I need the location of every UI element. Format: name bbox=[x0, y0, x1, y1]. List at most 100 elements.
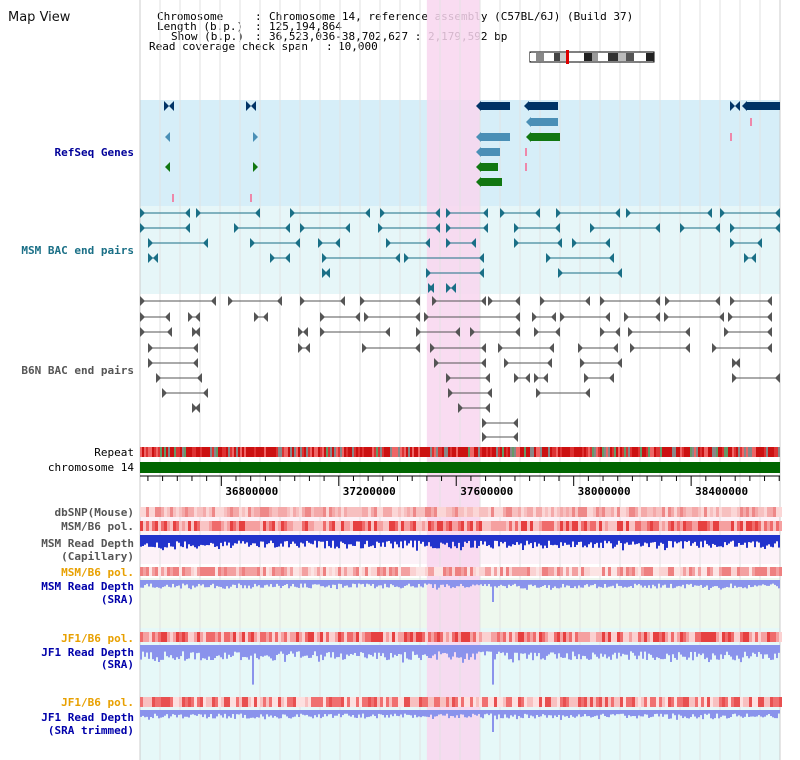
depth-bar bbox=[568, 580, 570, 586]
depth-bar bbox=[220, 580, 222, 587]
track-label-msm-depth-sra-1[interactable]: MSM Read Depth bbox=[41, 580, 134, 593]
depth-bar bbox=[148, 710, 150, 720]
track-label-dbsnp[interactable]: dbSNP(Mouse) bbox=[54, 506, 134, 519]
depth-bar bbox=[708, 580, 710, 590]
heat-cell bbox=[665, 567, 668, 576]
heat-cell bbox=[608, 567, 611, 576]
depth-bar bbox=[512, 710, 514, 717]
heat-cell bbox=[194, 697, 197, 707]
heat-cell bbox=[158, 632, 161, 642]
track-label-msm-bac[interactable]: MSM BAC end pairs bbox=[21, 244, 134, 257]
heat-cell bbox=[287, 567, 290, 576]
depth-bar bbox=[156, 580, 158, 588]
ideogram-band bbox=[584, 53, 592, 61]
track-label-jf1-pol-2[interactable]: JF1/B6 pol. bbox=[61, 696, 134, 709]
heat-cell bbox=[524, 507, 527, 517]
heat-cell bbox=[731, 697, 734, 707]
heat-cell bbox=[710, 632, 713, 642]
heat-cell bbox=[539, 567, 542, 576]
depth-bar bbox=[262, 535, 264, 542]
track-label-msm-pol-2[interactable]: MSM/B6 pol. bbox=[61, 566, 134, 579]
repeat-segment bbox=[766, 447, 768, 457]
heat-cell bbox=[752, 632, 755, 642]
track-label-refseq[interactable]: RefSeq Genes bbox=[54, 146, 134, 159]
depth-bar bbox=[562, 710, 564, 716]
track-label-b6n-bac[interactable]: B6N BAC end pairs bbox=[21, 364, 134, 377]
depth-bar bbox=[432, 710, 434, 719]
depth-bar bbox=[348, 535, 350, 545]
track-label-jf1-pol[interactable]: JF1/B6 pol. bbox=[61, 632, 134, 645]
heat-cell bbox=[473, 521, 476, 531]
depth-bar bbox=[448, 710, 450, 719]
heat-cell bbox=[266, 567, 269, 576]
depth-bar bbox=[718, 580, 720, 588]
depth-bar bbox=[496, 645, 498, 654]
repeat-segment bbox=[590, 447, 592, 457]
heat-cell bbox=[569, 632, 572, 642]
heat-cell bbox=[692, 632, 695, 642]
heat-cell bbox=[317, 632, 320, 642]
repeat-segment bbox=[710, 447, 712, 457]
heat-cell bbox=[581, 521, 584, 531]
depth-bar bbox=[452, 535, 454, 542]
heat-cell bbox=[662, 507, 665, 517]
heat-cell bbox=[476, 521, 479, 531]
heat-cell bbox=[629, 521, 632, 531]
depth-bar bbox=[590, 645, 592, 660]
depth-bar bbox=[564, 645, 566, 658]
repeat-segment bbox=[258, 447, 260, 457]
depth-bar bbox=[278, 535, 280, 547]
depth-bar bbox=[386, 535, 388, 542]
heat-cell bbox=[359, 521, 362, 531]
repeat-segment bbox=[462, 447, 464, 457]
depth-bar bbox=[714, 710, 716, 719]
heat-cell bbox=[152, 697, 155, 707]
heat-cell bbox=[503, 567, 506, 576]
depth-bar bbox=[300, 580, 302, 584]
depth-bar bbox=[752, 645, 754, 653]
depth-bar bbox=[326, 710, 328, 717]
repeat-segment bbox=[430, 447, 432, 457]
depth-bar bbox=[384, 710, 386, 718]
depth-bar bbox=[230, 535, 232, 548]
heat-cell bbox=[275, 507, 278, 517]
heat-cell bbox=[602, 521, 605, 531]
heat-cell bbox=[215, 507, 218, 517]
track-label-jf1-trim-1[interactable]: JF1 Read Depth bbox=[41, 711, 134, 724]
depth-bar bbox=[156, 645, 158, 658]
heat-cell bbox=[140, 697, 143, 707]
repeat-segment bbox=[760, 447, 762, 457]
heat-cell bbox=[704, 697, 707, 707]
depth-bar bbox=[338, 535, 340, 549]
depth-bar bbox=[456, 580, 458, 587]
heat-cell bbox=[254, 567, 257, 576]
depth-bar bbox=[768, 710, 770, 715]
depth-bar bbox=[602, 710, 604, 714]
heat-cell bbox=[254, 632, 257, 642]
depth-bar bbox=[368, 535, 370, 547]
track-label-jf1-depth-1[interactable]: JF1 Read Depth bbox=[41, 646, 134, 659]
depth-bar bbox=[214, 645, 216, 659]
repeat-segment bbox=[486, 447, 488, 457]
depth-bar bbox=[714, 580, 716, 587]
bac-end-marker bbox=[578, 343, 583, 353]
depth-bar bbox=[312, 535, 314, 545]
depth-bar bbox=[554, 645, 556, 655]
track-label-msm-pol[interactable]: MSM/B6 pol. bbox=[61, 520, 134, 533]
heat-cell bbox=[224, 697, 227, 707]
heat-cell bbox=[473, 567, 476, 576]
heat-cell bbox=[491, 697, 494, 707]
depth-bar bbox=[244, 645, 246, 658]
heat-cell bbox=[371, 521, 374, 531]
depth-bar bbox=[380, 710, 382, 715]
depth-bar bbox=[182, 645, 184, 652]
gene-small-feature bbox=[525, 163, 527, 171]
depth-bar bbox=[434, 535, 436, 549]
repeat-segment bbox=[762, 447, 764, 457]
repeat-segment bbox=[396, 447, 398, 457]
repeat-segment bbox=[352, 447, 354, 457]
track-label-msm-depth-cap-1[interactable]: MSM Read Depth bbox=[41, 537, 134, 550]
heat-cell bbox=[425, 521, 428, 531]
depth-bar bbox=[172, 535, 174, 547]
